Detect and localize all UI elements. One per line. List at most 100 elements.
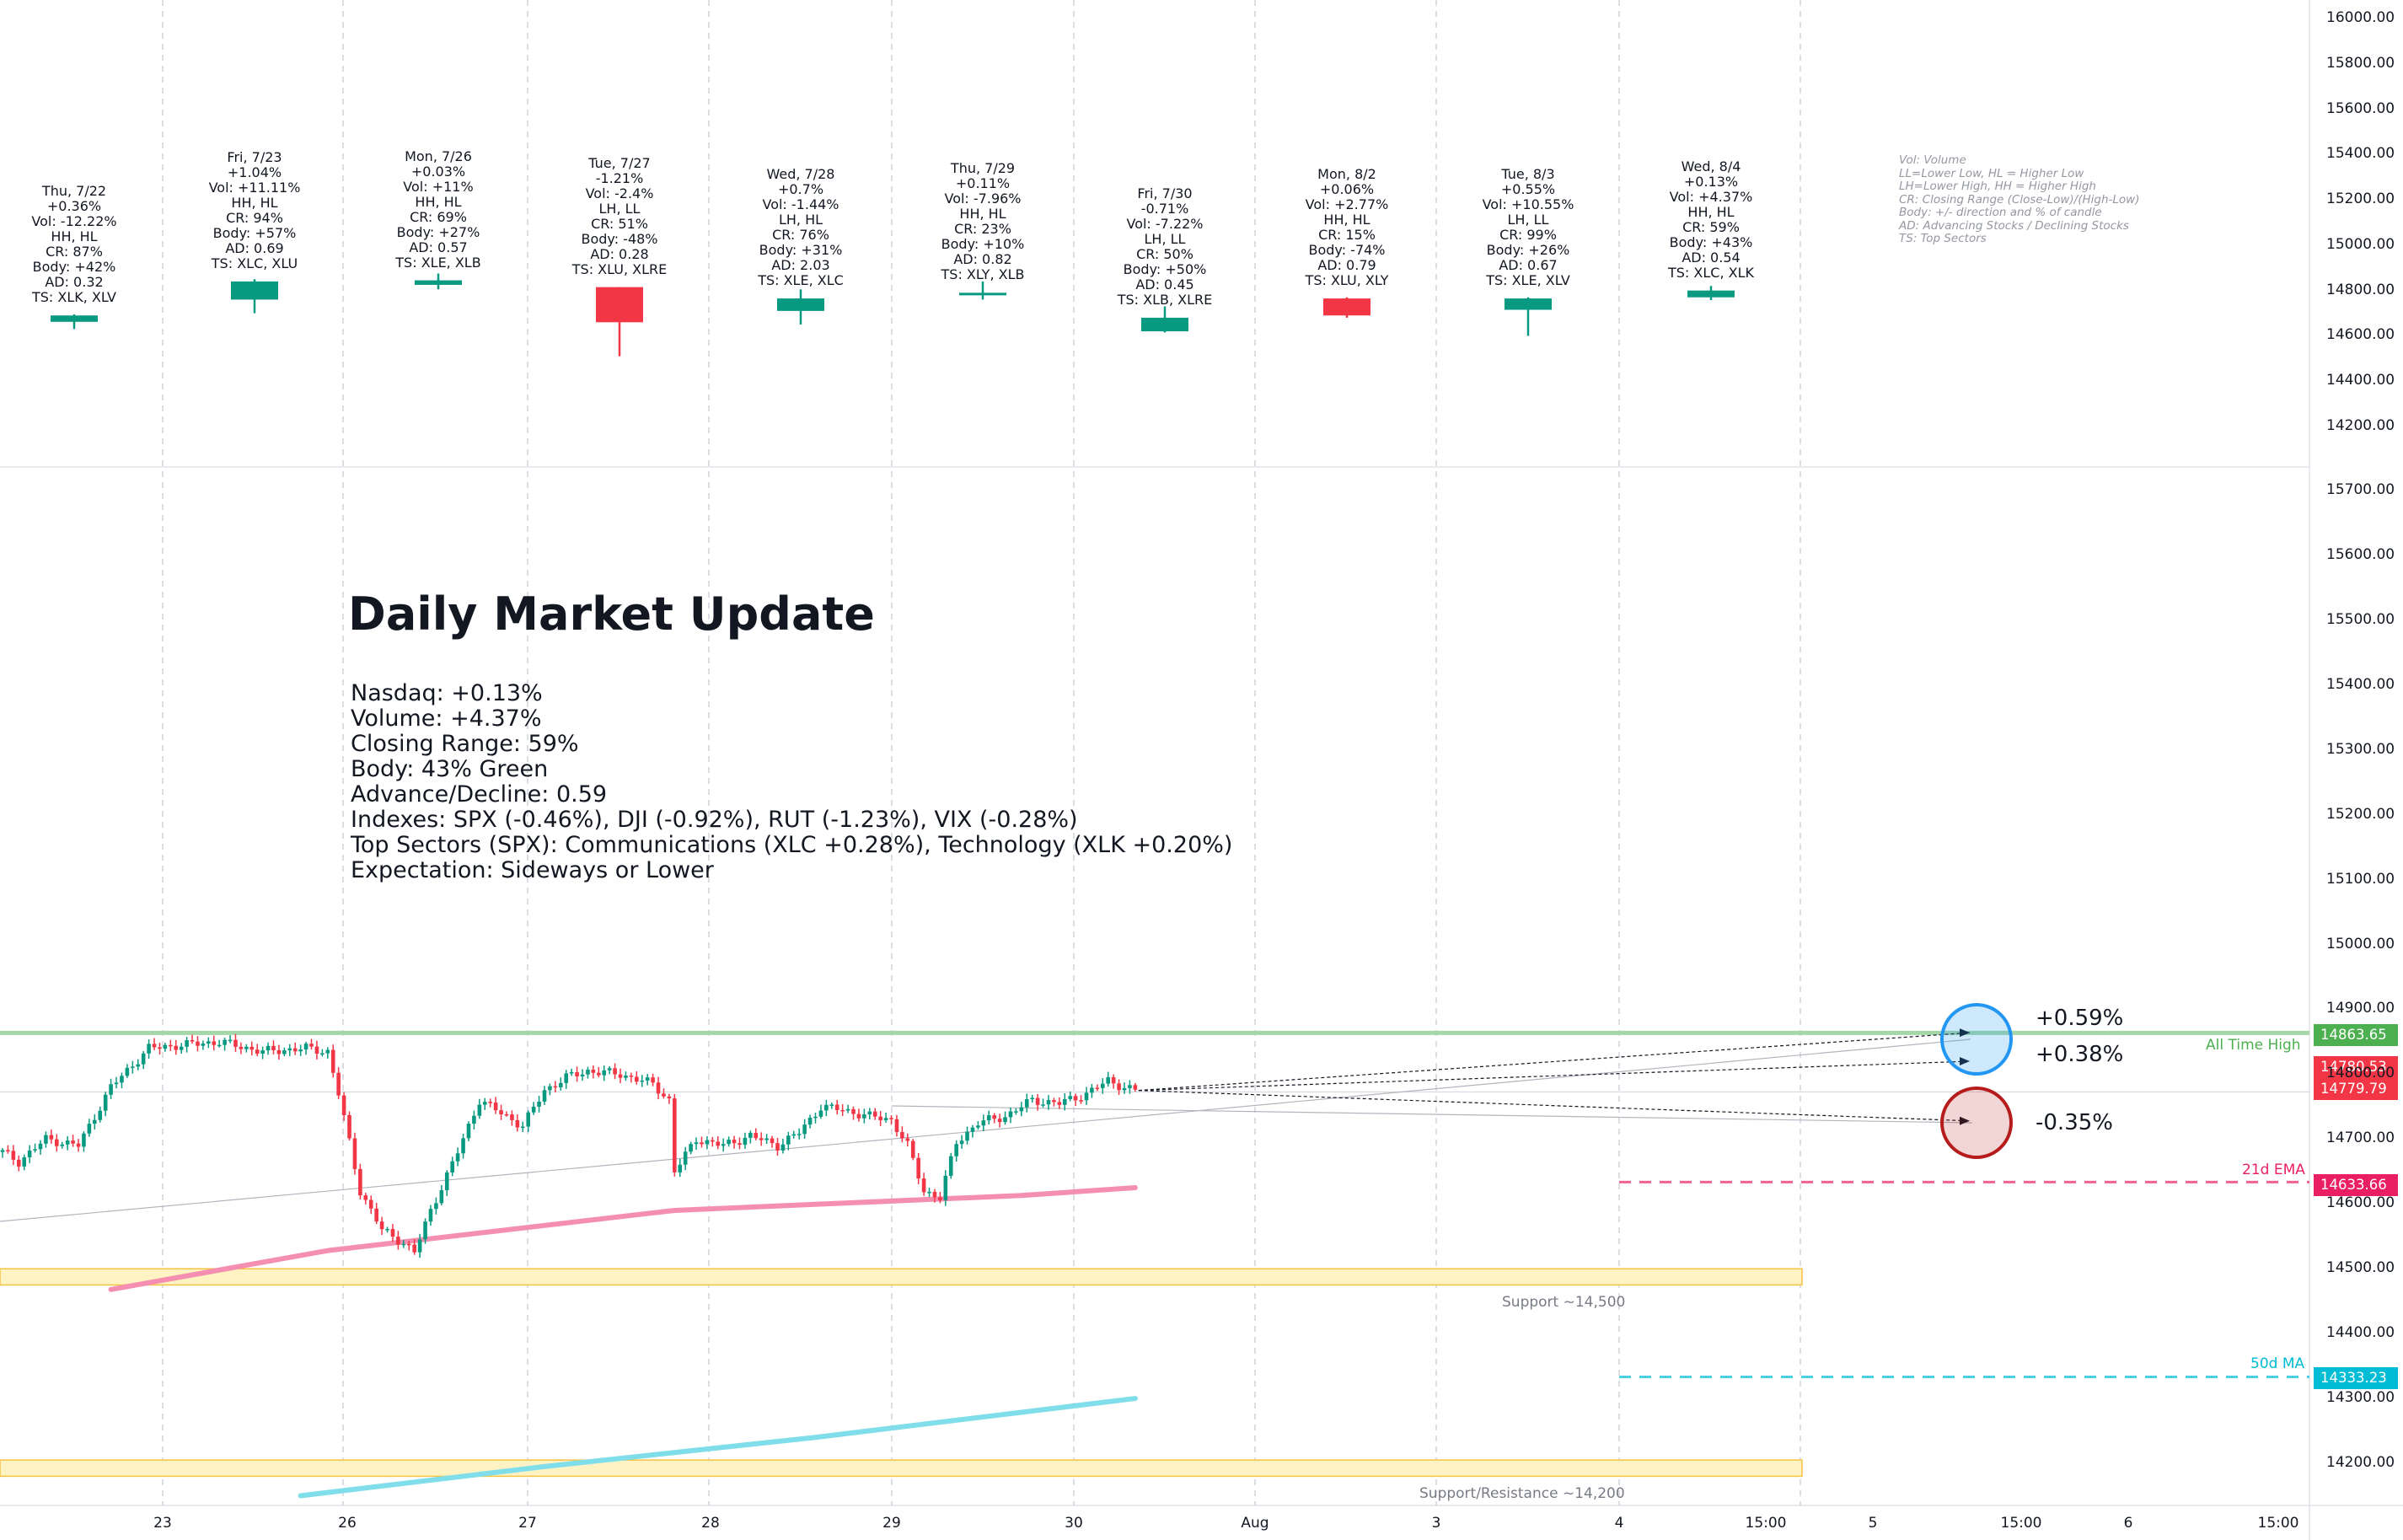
intraday-candle xyxy=(986,1115,991,1121)
intraday-candle xyxy=(727,1140,731,1145)
intraday-candle xyxy=(635,1076,639,1082)
candle-label-line: Body: +57% xyxy=(212,224,297,241)
intraday-candle xyxy=(894,1119,899,1133)
intraday-candle xyxy=(531,1106,536,1113)
candle-label-line: CR: 99% xyxy=(1499,227,1557,244)
y-axis-tick: 15000.00 xyxy=(2326,935,2395,952)
upside-target-circle xyxy=(1940,1003,2013,1076)
intraday-candle xyxy=(759,1138,764,1140)
candle-label-line: Body: +10% xyxy=(941,236,1025,253)
candle-label-line: LH, LL xyxy=(1144,230,1186,247)
intraday-candle xyxy=(1057,1102,1062,1105)
intraday-candle xyxy=(217,1044,222,1047)
candle-label-line: +0.55% xyxy=(1500,181,1556,198)
candle-label-line: TS: XLK, XLV xyxy=(31,289,116,306)
intraday-candle xyxy=(38,1143,43,1150)
ema-price-badge: 14633.66 xyxy=(2314,1174,2398,1196)
intraday-candle xyxy=(927,1191,931,1194)
ema21-line xyxy=(108,1185,1138,1292)
candle-label: Fri, 7/23 +1.04% Vol: +11.11% HH, HL CR: 94%… xyxy=(162,148,347,271)
intraday-candle xyxy=(754,1132,759,1139)
intraday-candle xyxy=(1068,1096,1073,1099)
candle-label-line: HH, HL xyxy=(959,206,1006,223)
y-axis-tick: 15000.00 xyxy=(2326,235,2395,253)
intraday-candle xyxy=(775,1143,780,1151)
y-axis-tick: 14200.00 xyxy=(2326,417,2395,434)
intraday-candle xyxy=(379,1221,384,1230)
candle-label-line: HH, HL xyxy=(51,228,98,245)
intraday-candle xyxy=(629,1076,634,1077)
intraday-candle xyxy=(174,1045,179,1050)
intraday-candle xyxy=(249,1046,255,1050)
legend-line: Vol: Volume xyxy=(1899,153,1966,167)
intraday-candle xyxy=(711,1140,715,1142)
candle-label-line: Vol: -1.44% xyxy=(762,196,839,213)
intraday-candle xyxy=(889,1118,893,1119)
intraday-candle xyxy=(260,1050,265,1054)
candle-label: Tue, 7/27 -1.21% Vol: -2.4% LH, LL CR: 51% Bo… xyxy=(527,155,712,277)
intraday-candle xyxy=(341,1095,346,1115)
candle-label-line: AD: 0.69 xyxy=(225,239,284,256)
intraday-candle xyxy=(98,1110,103,1120)
candle-label-line: Thu, 7/29 xyxy=(950,160,1016,177)
intraday-candle xyxy=(1073,1096,1078,1101)
ma50-price-badge: 14333.23 xyxy=(2314,1367,2398,1389)
candle-label-line: +1.04% xyxy=(227,164,282,180)
y-axis-tick: 14400.00 xyxy=(2326,372,2395,389)
candle-label-line: LH, LL xyxy=(1507,212,1549,228)
intraday-candle xyxy=(22,1157,27,1167)
projection-path xyxy=(1138,1060,1971,1092)
candle-body xyxy=(1141,317,1188,332)
intraday-candle xyxy=(71,1140,75,1144)
candle-label-line: Body: -74% xyxy=(1308,242,1386,259)
intraday-candle xyxy=(488,1102,492,1103)
candle-label-line: Vol: +11.11% xyxy=(208,179,301,196)
intraday-candle xyxy=(818,1110,823,1117)
intraday-candle xyxy=(683,1151,688,1165)
intraday-candle xyxy=(352,1138,357,1169)
update-line: Body: 43% Green xyxy=(351,756,549,782)
intraday-candle xyxy=(943,1175,948,1200)
legend-line: CR: Closing Range (Close-Low)/(High-Low) xyxy=(1899,192,2140,207)
intraday-candle xyxy=(678,1164,683,1172)
candle-label-line: Body: -48% xyxy=(581,230,658,247)
intraday-candle xyxy=(1111,1077,1116,1084)
y-axis-tick: 15600.00 xyxy=(2326,99,2395,117)
candle-label-line: TS: XLU, XLY xyxy=(1305,272,1389,289)
intraday-candle xyxy=(103,1094,108,1111)
intraday-candle xyxy=(526,1112,531,1127)
intraday-candle xyxy=(824,1104,829,1111)
candle-label-line: Fri, 7/23 xyxy=(227,148,282,165)
candle-label-line: LH, HL xyxy=(778,212,823,228)
intraday-candle xyxy=(1106,1077,1111,1084)
candle-label-line: TS: XLE, XLC xyxy=(758,272,844,289)
intraday-candle xyxy=(1008,1111,1013,1118)
projection-path xyxy=(1138,1032,1971,1092)
intraday-candle xyxy=(196,1041,200,1046)
candle-label: Thu, 7/22 +0.36% Vol: -12.22% HH, HL CR: 87%… xyxy=(0,184,167,305)
intraday-candle xyxy=(239,1046,244,1049)
intraday-candle xyxy=(347,1114,351,1139)
intraday-candle xyxy=(780,1144,786,1151)
intraday-candle xyxy=(938,1197,942,1200)
intraday-candle xyxy=(1090,1087,1094,1093)
intraday-candle xyxy=(472,1115,476,1124)
intraday-candle xyxy=(1122,1087,1127,1091)
y-axis-tick: 15500.00 xyxy=(2326,610,2395,628)
y-axis-tick: 14600.00 xyxy=(2326,326,2395,344)
intraday-candle xyxy=(602,1070,607,1076)
intraday-candle xyxy=(320,1053,325,1055)
x-axis-tick: 5 xyxy=(1868,1515,1878,1532)
intraday-candle xyxy=(477,1104,482,1116)
x-axis-tick: 29 xyxy=(882,1515,901,1532)
intraday-candle xyxy=(992,1115,996,1119)
candle-label-line: CR: 94% xyxy=(226,209,283,226)
intraday-candle xyxy=(55,1139,59,1146)
update-line: Closing Range: 59% xyxy=(351,731,579,757)
intraday-candle xyxy=(694,1142,699,1145)
intraday-candle xyxy=(461,1138,465,1154)
intraday-candle xyxy=(840,1109,845,1112)
intraday-candle xyxy=(504,1113,509,1116)
candle-label-line: TS: XLE, XLB xyxy=(395,254,481,271)
